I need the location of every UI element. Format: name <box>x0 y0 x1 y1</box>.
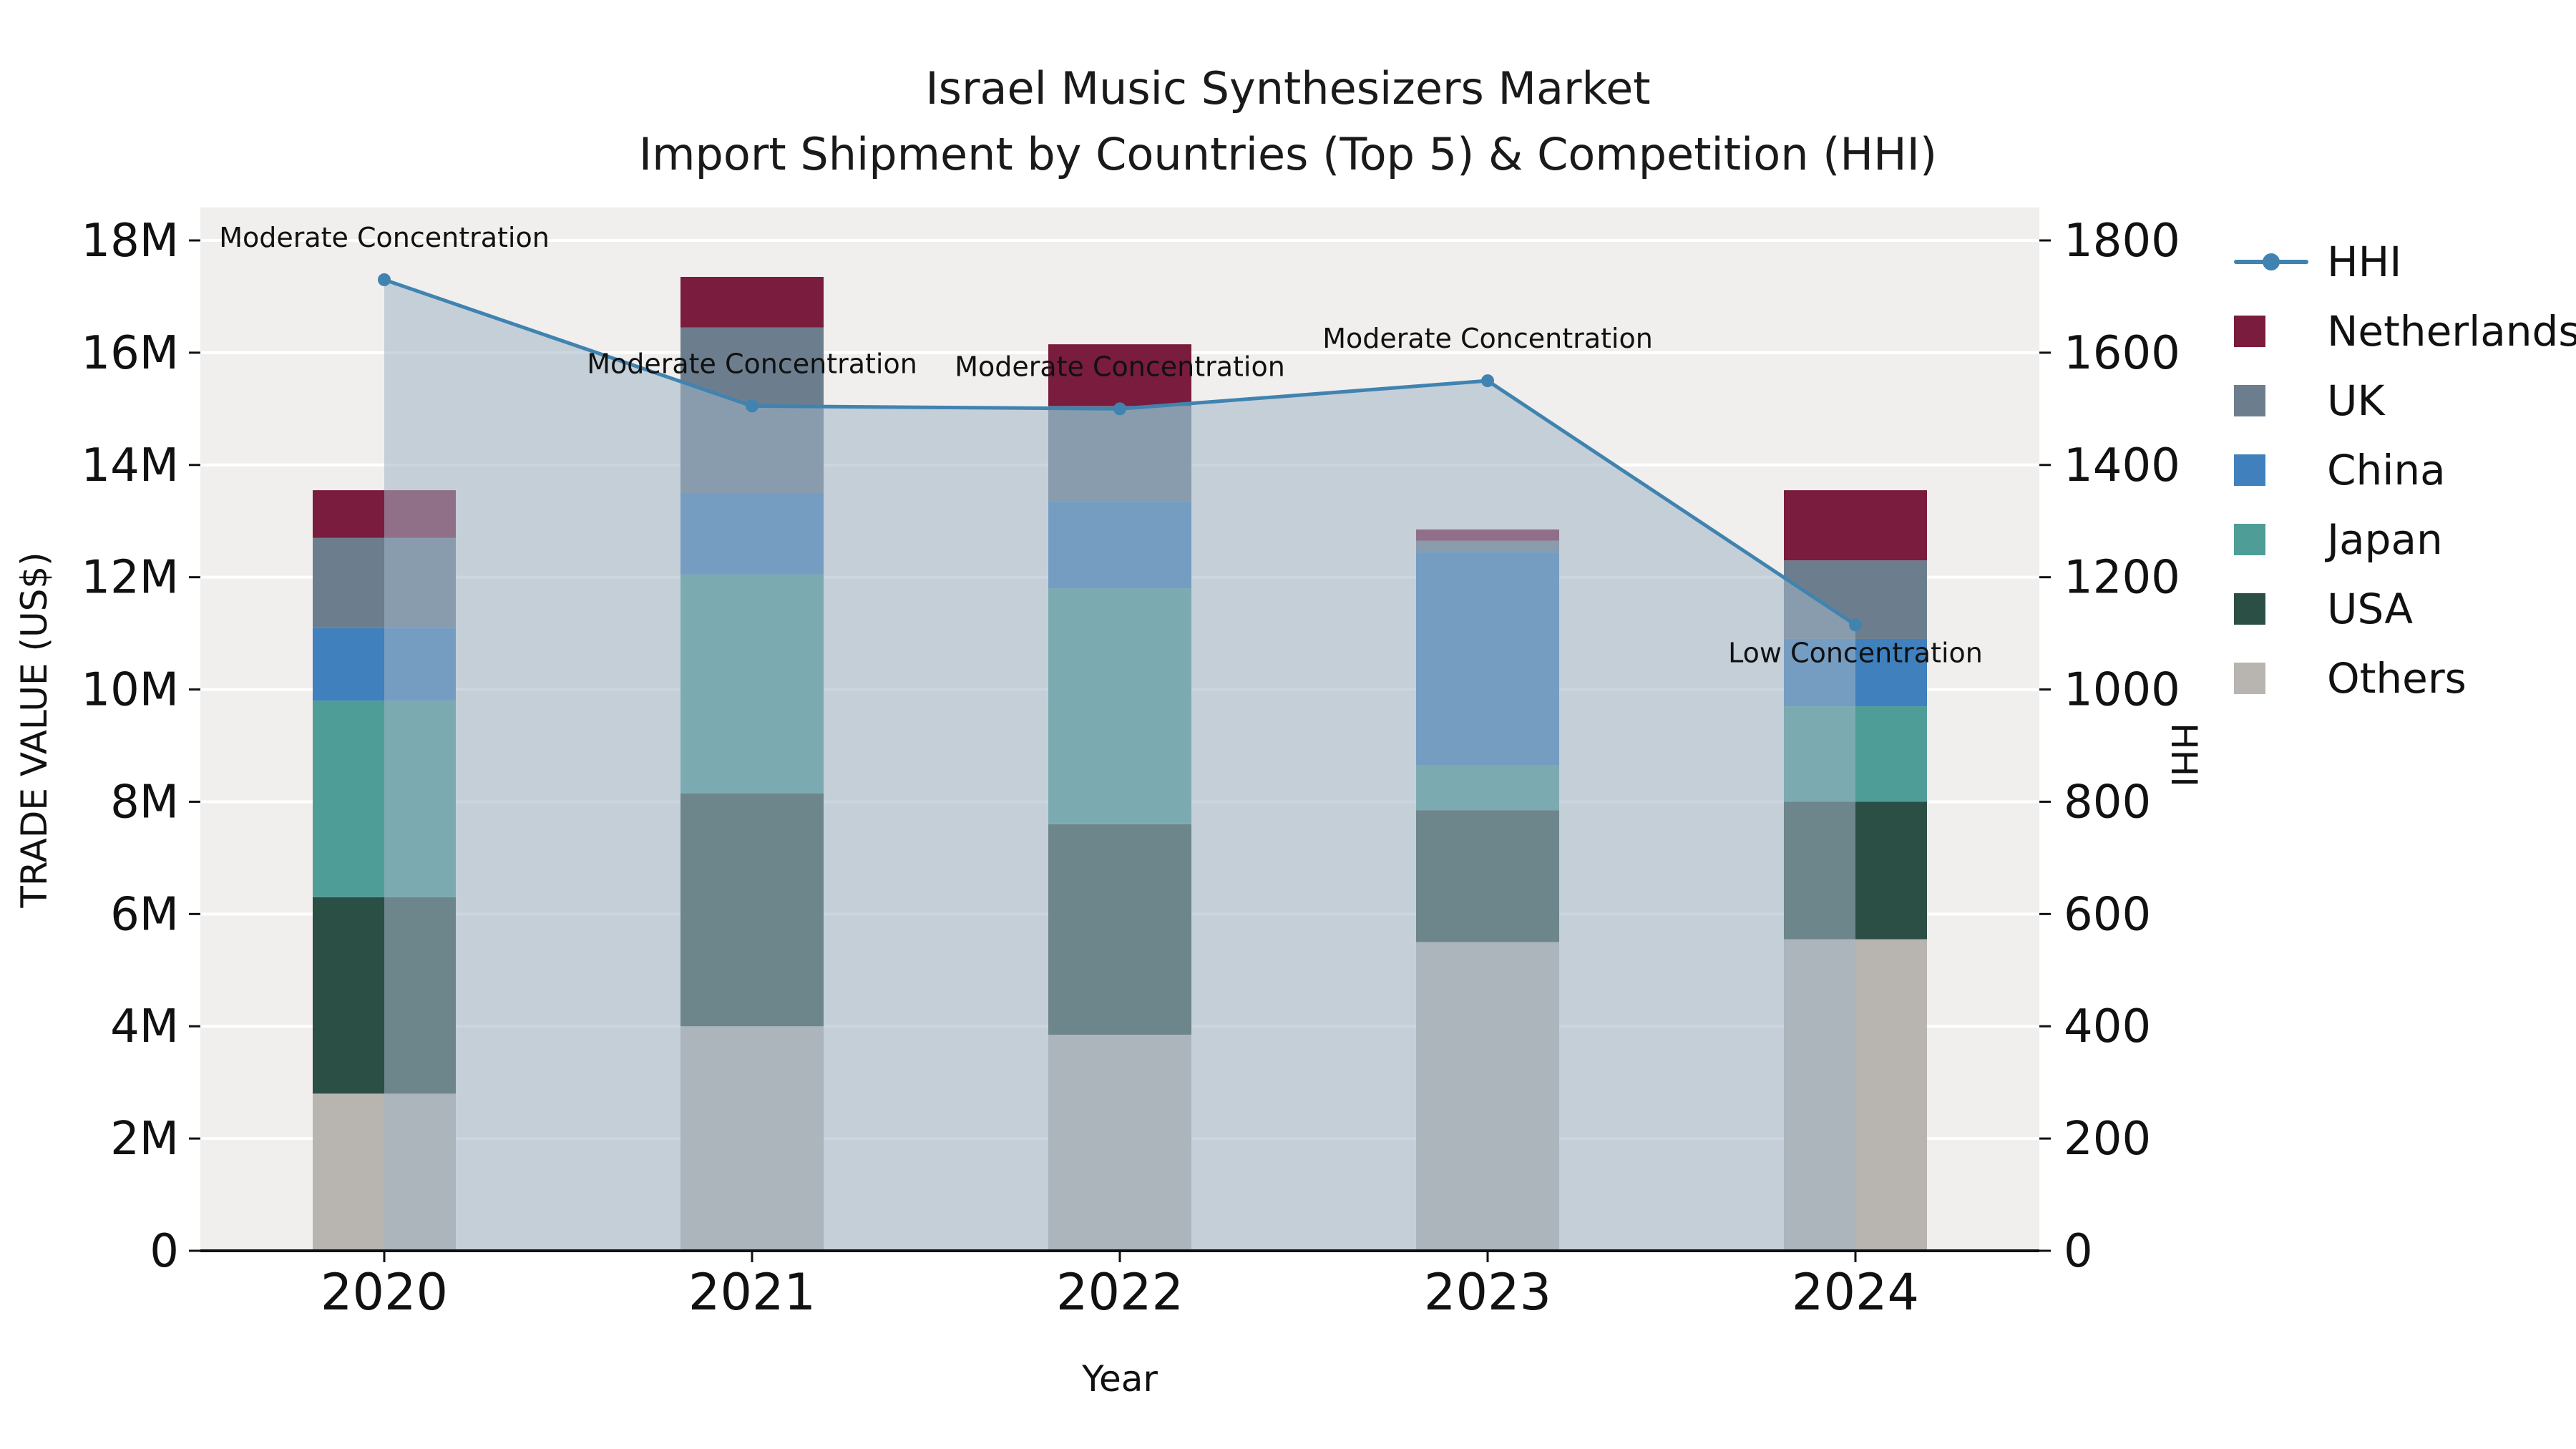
x-tick-label-2024: 2024 <box>1792 1263 1919 1322</box>
annotation-2024: Low Concentration <box>1728 637 1983 668</box>
annotation-2022: Moderate Concentration <box>955 351 1285 382</box>
legend-line-sample-icon <box>2234 253 2308 270</box>
y-right-tick-label: 1400 <box>2064 439 2180 492</box>
legend-swatch-area <box>2234 524 2308 555</box>
legend-swatch-icon <box>2234 385 2265 416</box>
chart-title-line1: Israel Music Synthesizers Market <box>925 62 1651 114</box>
x-tick-label-2022: 2022 <box>1056 1263 1184 1322</box>
annotation-2021: Moderate Concentration <box>587 348 917 379</box>
hhi-marker-2021 <box>746 399 758 413</box>
legend-swatch-area <box>2234 593 2308 625</box>
hhi-marker-2023 <box>1481 374 1494 388</box>
bar-segment-netherlands-2021 <box>680 276 824 328</box>
y-left-tick-label: 6M <box>110 888 179 941</box>
legend-label: Netherlands <box>2327 307 2576 356</box>
y-axis-title-right: HHI <box>2163 723 2205 787</box>
y-right-tick-label: 400 <box>2064 1000 2151 1053</box>
legend-item-japan: Japan <box>2234 515 2576 564</box>
hhi-marker-icon <box>2263 253 2280 270</box>
y-right-tick-label: 1800 <box>2064 215 2180 268</box>
legend-label: HHI <box>2327 238 2402 286</box>
y-right-tick-label: 1600 <box>2064 327 2180 380</box>
legend: HHI Netherlands UK China Japan USA Others <box>2234 238 2576 703</box>
x-tick-label-2020: 2020 <box>321 1263 448 1322</box>
legend-label: UK <box>2327 376 2385 425</box>
y-left-tick-label: 2M <box>110 1113 179 1166</box>
bar-segment-netherlands-2024 <box>1784 490 1927 561</box>
annotation-2020: Moderate Concentration <box>219 222 550 253</box>
legend-swatch-area <box>2234 385 2308 416</box>
legend-swatch-area <box>2234 316 2308 347</box>
legend-swatch-area <box>2234 454 2308 486</box>
y-right-tick-label: 200 <box>2064 1113 2151 1166</box>
legend-item-usa: USA <box>2234 585 2576 633</box>
legend-item-uk: UK <box>2234 376 2576 425</box>
y-right-tick-label: 600 <box>2064 888 2151 941</box>
legend-item-others: Others <box>2234 654 2576 703</box>
legend-swatch-icon <box>2234 663 2265 694</box>
y-left-tick-label: 0 <box>150 1225 179 1278</box>
y-left-tick-label: 8M <box>110 776 179 829</box>
y-axis-title-left: TRADE VALUE (US$) <box>14 552 55 908</box>
legend-label: USA <box>2327 585 2414 633</box>
chart-title-line2: Import Shipment by Countries (Top 5) & C… <box>638 128 1938 180</box>
hhi-area-fill <box>384 279 1855 1251</box>
hhi-marker-2022 <box>1113 402 1126 416</box>
hhi-marker-2024 <box>1849 618 1862 632</box>
y-left-tick-label: 4M <box>110 1000 179 1053</box>
legend-swatch-area <box>2234 663 2308 694</box>
hhi-line-icon <box>2234 253 2308 270</box>
y-right-tick-label: 0 <box>2064 1225 2093 1278</box>
legend-swatch-icon <box>2234 524 2265 555</box>
y-left-tick-label: 18M <box>81 215 179 268</box>
legend-label: Japan <box>2327 515 2443 564</box>
x-tick-label-2023: 2023 <box>1424 1263 1551 1322</box>
y-left-tick-label: 10M <box>81 664 179 717</box>
y-left-tick-label: 12M <box>81 552 179 605</box>
y-right-tick-label: 1200 <box>2064 552 2180 605</box>
annotation-2023: Moderate Concentration <box>1322 323 1653 354</box>
y-left-tick-label: 14M <box>81 439 179 492</box>
y-left-tick-label: 16M <box>81 327 179 380</box>
legend-swatch-icon <box>2234 593 2265 625</box>
y-right-tick-label: 1000 <box>2064 664 2180 717</box>
legend-item-china: China <box>2234 446 2576 494</box>
legend-item-netherlands: Netherlands <box>2234 307 2576 356</box>
legend-item-hhi: HHI <box>2234 238 2576 286</box>
y-right-tick-label: 800 <box>2064 776 2151 829</box>
x-axis-title: Year <box>1082 1358 1158 1400</box>
legend-label: China <box>2327 446 2446 494</box>
legend-swatch-icon <box>2234 454 2265 486</box>
chart-title: Israel Music Synthesizers Market Import … <box>0 56 2576 187</box>
bar-segment-netherlands-2022 <box>1048 344 1191 406</box>
legend-swatch-icon <box>2234 316 2265 347</box>
x-tick-label-2021: 2021 <box>688 1263 816 1322</box>
legend-label: Others <box>2327 654 2467 703</box>
hhi-marker-2020 <box>378 273 391 286</box>
